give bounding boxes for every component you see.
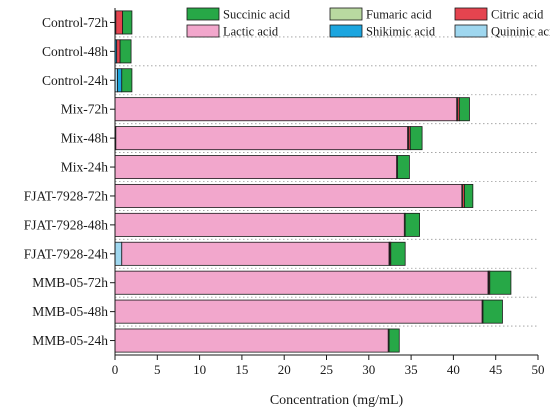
bar-mix-72h-succinic-acid xyxy=(458,97,470,122)
legend-swatch xyxy=(186,7,220,21)
x-tick-label: 0 xyxy=(112,362,119,377)
bar-row-mix-72h xyxy=(114,97,470,122)
bar-row-fjat-7928-48h xyxy=(114,212,420,237)
x-tick-label: 25 xyxy=(320,362,333,377)
bar-fjat-7928-24h-quininic-acid xyxy=(114,241,123,266)
x-tick-label: 45 xyxy=(489,362,502,377)
bar-mix-48h-lactic-acid xyxy=(115,126,409,151)
bars-layer xyxy=(114,10,512,353)
bar-control-72h-succinic-acid xyxy=(122,10,133,35)
legend-swatch xyxy=(329,7,363,21)
bar-mix-48h-succinic-acid xyxy=(409,126,423,151)
y-tick-label: Mix-72h xyxy=(61,102,109,117)
x-tick-label: 5 xyxy=(154,362,161,377)
bar-mmb-05-48h-succinic-acid xyxy=(482,299,503,324)
legend-item-quininic-acid: Quininic acid xyxy=(454,24,550,39)
x-tick-label: 40 xyxy=(447,362,460,377)
bar-fjat-7928-24h-lactic-acid xyxy=(121,241,390,266)
y-tick-label: Control-48h xyxy=(42,44,108,59)
bar-control-48h-citric-acid xyxy=(116,39,121,64)
bar-control-24h-shikimic-acid xyxy=(117,68,123,93)
legend-swatch xyxy=(186,24,220,38)
bar-row-mmb-05-72h xyxy=(114,270,512,295)
y-tick-label: FJAT-7928-48h xyxy=(24,217,109,232)
legend-label: Succinic acid xyxy=(223,8,291,22)
bar-row-mmb-05-24h xyxy=(114,328,400,353)
bar-mmb-05-24h-succinic-acid xyxy=(388,328,400,353)
bar-fjat-7928-48h-lactic-acid xyxy=(114,212,405,237)
bar-control-48h-succinic-acid xyxy=(119,39,132,64)
bar-control-24h-succinic-acid xyxy=(121,68,133,93)
bar-mmb-05-72h-lactic-acid xyxy=(114,270,489,295)
bar-mix-24h-succinic-acid xyxy=(397,155,410,180)
y-tick-label: Mix-48h xyxy=(61,131,109,146)
legend-swatch xyxy=(454,7,488,21)
x-tick-label: 20 xyxy=(278,362,291,377)
y-tick-label: MMB-05-48h xyxy=(32,304,108,319)
legend-swatch xyxy=(454,24,488,38)
bar-mix-24h-lactic-acid xyxy=(114,155,398,180)
bar-row-mix-48h xyxy=(114,126,423,151)
bar-mmb-05-72h-succinic-acid xyxy=(489,270,512,295)
y-tick-label: Control-72h xyxy=(42,15,108,30)
y-tick-label: FJAT-7928-24h xyxy=(24,246,109,261)
bar-fjat-7928-72h-succinic-acid xyxy=(463,183,474,208)
bar-row-fjat-7928-72h xyxy=(114,183,474,208)
y-axis-labels: Control-72h Control-48h Control-24h Mix-72h… xyxy=(24,15,115,348)
x-tick-label: 10 xyxy=(193,362,206,377)
x-axis-title: Concentration (mg/mL) xyxy=(270,393,404,408)
legend-label: Lactic acid xyxy=(223,25,279,39)
legend-label: Shikimic acid xyxy=(366,25,436,39)
y-tick-label: FJAT-7928-72h xyxy=(24,188,109,203)
bar-mix-72h-lactic-acid xyxy=(114,97,458,122)
legend-item-succinic-acid: Succinic acid xyxy=(186,7,291,22)
bar-row-control-72h xyxy=(114,10,133,35)
x-axis-ticks: 0 5 10 15 20 25 30 35 40 45 50 xyxy=(112,355,545,377)
legend-item-lactic-acid: Lactic acid xyxy=(186,24,279,39)
bar-fjat-7928-24h-succinic-acid xyxy=(390,241,406,266)
legend-label: Citric acid xyxy=(491,8,544,22)
bar-mmb-05-48h-lactic-acid xyxy=(114,299,483,324)
bar-row-control-24h xyxy=(114,68,133,93)
bar-row-mix-24h xyxy=(114,155,410,180)
bar-fjat-7928-48h-succinic-acid xyxy=(404,212,420,237)
bar-mmb-05-24h-lactic-acid xyxy=(114,328,389,353)
legend-label: Quininic acid xyxy=(491,25,550,39)
bar-row-mmb-05-48h xyxy=(114,299,503,324)
y-tick-label: Control-24h xyxy=(42,73,108,88)
x-tick-label: 35 xyxy=(405,362,418,377)
legend-item-citric-acid: Citric acid xyxy=(454,7,544,22)
bar-fjat-7928-72h-lactic-acid xyxy=(114,183,463,208)
bar-row-fjat-7928-24h xyxy=(114,241,406,266)
bar-row-control-48h xyxy=(114,39,132,64)
legend-item-fumaric-acid: Fumaric acid xyxy=(329,7,432,22)
y-tick-label: MMB-05-24h xyxy=(32,333,108,348)
legend-item-shikimic-acid: Shikimic acid xyxy=(329,24,436,39)
x-tick-label: 15 xyxy=(235,362,248,377)
legend: Succinic acid Fumaric acid Citric acid Lact… xyxy=(186,7,550,39)
y-tick-label: Mix-24h xyxy=(61,160,109,175)
x-tick-label: 50 xyxy=(532,362,545,377)
y-tick-label: MMB-05-72h xyxy=(32,275,108,290)
legend-label: Fumaric acid xyxy=(366,8,432,22)
x-tick-label: 30 xyxy=(362,362,375,377)
legend-swatch xyxy=(329,24,363,38)
bar-control-72h-citric-acid xyxy=(115,10,124,35)
